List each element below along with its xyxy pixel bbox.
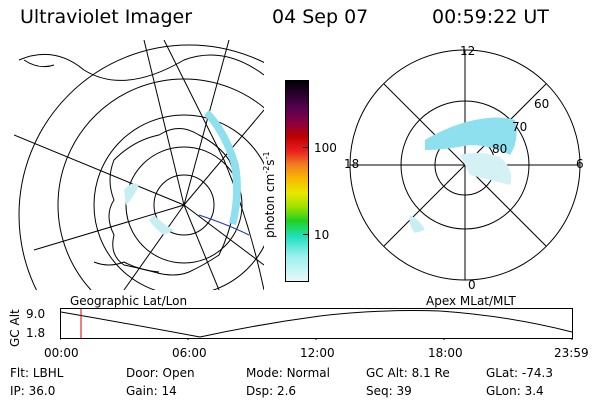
timeline-frame xyxy=(60,308,573,339)
timeline-xtick-0600: 06:00 xyxy=(172,346,207,360)
status-ip: IP: 36.0 xyxy=(10,384,56,398)
timeline-xtick-2359: 23:59 xyxy=(554,346,589,360)
geographic-map xyxy=(14,40,264,290)
timeline-xtick-0000: 00:00 xyxy=(44,346,79,360)
status-gcalt: GC Alt: 8.1 Re xyxy=(366,366,450,380)
colorbar-tick-10: 10 xyxy=(314,228,330,242)
colorbar-tick-100: 100 xyxy=(314,141,337,155)
timeline-xtick-1200: 12:00 xyxy=(300,346,335,360)
colorbar xyxy=(285,80,309,282)
geo-lat-circle xyxy=(153,174,215,236)
date-label: 04 Sep 07 xyxy=(272,6,369,28)
polar-label-70: 70 xyxy=(512,120,528,134)
status-dsp: Dsp: 2.6 xyxy=(246,384,297,398)
status-glat: GLat: -74.3 xyxy=(486,366,553,380)
status-door: Door: Open xyxy=(126,366,195,380)
instrument-title: Ultraviolet Imager xyxy=(20,6,193,28)
status-mode: Mode: Normal xyxy=(246,366,330,380)
status-gain: Gain: 14 xyxy=(126,384,177,398)
apex-polar-plot xyxy=(349,49,581,281)
polar-label-12: 12 xyxy=(460,44,476,58)
status-glon: GLon: 3.4 xyxy=(486,384,544,398)
geo-lat-circle xyxy=(18,44,264,290)
geographic-caption: Geographic Lat/Lon xyxy=(70,294,188,308)
polar-label-0: 0 xyxy=(468,278,476,292)
apex-caption: Apex MLat/MLT xyxy=(426,294,516,308)
altitude-curve xyxy=(60,310,573,338)
timeline-ylabel: GC Alt xyxy=(8,309,22,347)
status-seq: Seq: 39 xyxy=(366,384,412,398)
polar-label-18: 18 xyxy=(344,157,360,171)
aurora-band xyxy=(204,110,241,225)
altitude-timeline xyxy=(60,308,573,340)
colorbar-label: photon cm-2s-1 xyxy=(262,151,277,238)
polar-label-80: 80 xyxy=(492,142,508,156)
polar-label-60: 60 xyxy=(534,97,550,111)
polar-aurora xyxy=(425,117,517,155)
geo-lat-circle xyxy=(93,114,264,290)
timeline-ytick-1.8: 1.8 xyxy=(26,326,46,340)
timeline-xtick-1800: 18:00 xyxy=(428,346,463,360)
time-label: 00:59:22 UT xyxy=(432,6,549,28)
polar-label-6: 6 xyxy=(576,157,584,171)
timeline-ytick-9: 9.0 xyxy=(26,307,46,321)
status-filter: Flt: LBHL xyxy=(10,366,64,380)
